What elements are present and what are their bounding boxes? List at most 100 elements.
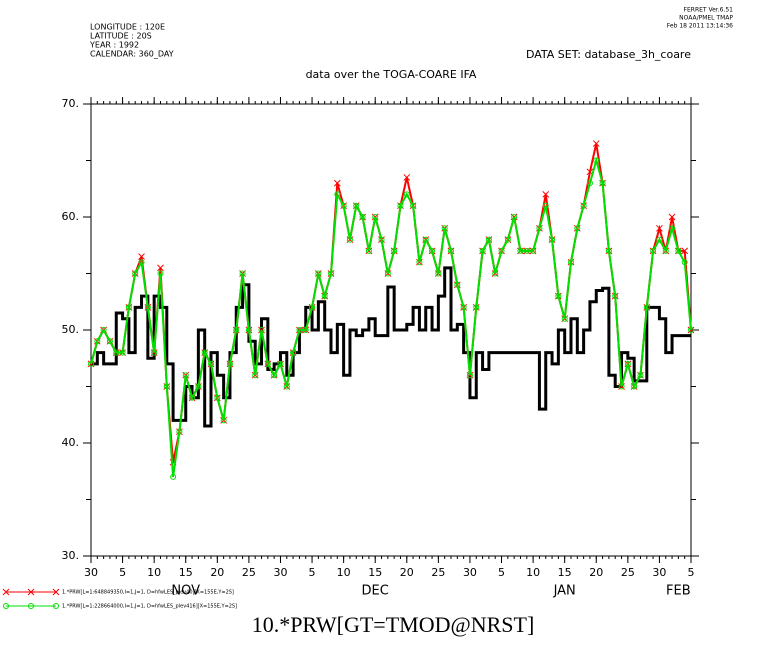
marker-circle (435, 270, 442, 277)
marker-circle (138, 259, 145, 266)
x-tick-label: 5 (119, 566, 126, 579)
marker-circle (675, 247, 682, 254)
marker-circle (454, 281, 461, 288)
marker-circle (106, 338, 113, 345)
marker-circle (631, 383, 638, 390)
marker-circle (321, 293, 328, 300)
marker-x (592, 140, 600, 147)
month-label: FEB (666, 584, 691, 599)
marker-circle (624, 360, 631, 367)
marker-circle (429, 247, 436, 254)
x-tick-label: 25 (242, 566, 256, 579)
marker-circle (580, 202, 587, 209)
marker-circle (536, 225, 543, 232)
marker-circle (662, 247, 669, 254)
dataset: DATA SET: database_3h_coare (526, 48, 691, 61)
x-tick-label: 10 (526, 566, 540, 579)
marker-circle (485, 236, 492, 243)
marker-circle (220, 417, 227, 424)
marker-circle (353, 202, 360, 209)
marker-circle (119, 349, 126, 356)
month-label: JAN (553, 584, 576, 599)
marker-x (681, 247, 689, 255)
x-tick-label: 25 (431, 566, 445, 579)
marker-circle (530, 247, 537, 254)
marker-circle (264, 360, 271, 367)
marker-circle (290, 349, 297, 356)
marker-circle (226, 360, 233, 367)
marker-circle (688, 327, 694, 333)
marker-circle (132, 270, 139, 277)
marker-circle (359, 214, 366, 220)
marker-circle (151, 349, 158, 356)
marker-circle (170, 473, 177, 480)
marker-circle (88, 360, 94, 367)
marker-circle (208, 360, 214, 367)
header-right: Feb 18 2011 13:14:36 (667, 23, 733, 30)
marker-circle (328, 270, 334, 277)
marker-circle (346, 236, 353, 243)
marker-circle (214, 394, 221, 401)
marker-circle (157, 270, 164, 277)
header-left: LONGITUDE : 120E (90, 23, 165, 32)
marker-circle (473, 304, 480, 311)
marker-circle (650, 247, 657, 254)
marker-circle (28, 603, 34, 609)
marker-circle (245, 327, 252, 333)
marker-circle (334, 191, 341, 198)
x-tick-label: 5 (309, 566, 316, 579)
marker-circle (176, 428, 183, 435)
marker-circle (561, 315, 568, 322)
marker-circle (492, 270, 499, 277)
marker-circle (466, 372, 473, 379)
marker-circle (397, 202, 404, 209)
marker-circle (252, 372, 259, 379)
y-tick-label: 30. (62, 549, 80, 562)
marker-circle (517, 247, 524, 254)
x-tick-label: 30 (84, 566, 98, 579)
marker-circle (302, 327, 309, 333)
marker-circle (340, 202, 347, 209)
marker-circle (365, 247, 372, 254)
marker-circle (643, 304, 650, 311)
header-right: NOAA/PMEL TMAP (679, 15, 733, 22)
x-tick-label: 20 (210, 566, 224, 579)
marker-circle (460, 304, 467, 311)
legend-label: 1.*PRW[L=1:228664000,I=1,J=1, D=hfwLES_p… (62, 604, 237, 610)
marker-circle (277, 360, 284, 367)
marker-circle (163, 383, 170, 390)
marker-circle (372, 214, 379, 220)
marker-circle (612, 293, 619, 300)
x-tick-label: 30 (273, 566, 287, 579)
y-tick-label: 40. (62, 436, 80, 449)
marker-circle (681, 259, 688, 266)
marker-x (138, 253, 145, 260)
marker-circle (144, 304, 151, 311)
marker-circle (403, 191, 410, 198)
header-left: YEAR : 1992 (89, 41, 139, 50)
marker-circle (182, 372, 189, 379)
marker-x (333, 179, 341, 187)
header-right: FERRET Ver.6.51 (684, 7, 734, 14)
marker-circle (258, 327, 265, 333)
marker-circle (378, 236, 385, 243)
y-tick-label: 50. (62, 323, 80, 336)
marker-circle (94, 338, 101, 345)
marker-circle (637, 372, 644, 379)
marker-circle (593, 157, 600, 164)
x-tick-label: 30 (652, 566, 666, 579)
x-tick-label: 5 (498, 566, 505, 579)
marker-circle (599, 180, 606, 187)
chart-title: data over the TOGA-COARE IFA (306, 68, 477, 81)
marker-circle (568, 259, 574, 266)
marker-circle (479, 247, 486, 254)
marker-circle (100, 327, 107, 333)
marker-circle (416, 259, 423, 266)
marker-circle (271, 372, 278, 379)
marker-circle (315, 270, 322, 277)
marker-x (2, 588, 10, 596)
marker-circle (586, 180, 593, 187)
x-axis-label: 10.*PRW[GT=TMOD@NRST] (252, 612, 535, 637)
marker-circle (523, 247, 530, 254)
marker-x (403, 174, 411, 181)
